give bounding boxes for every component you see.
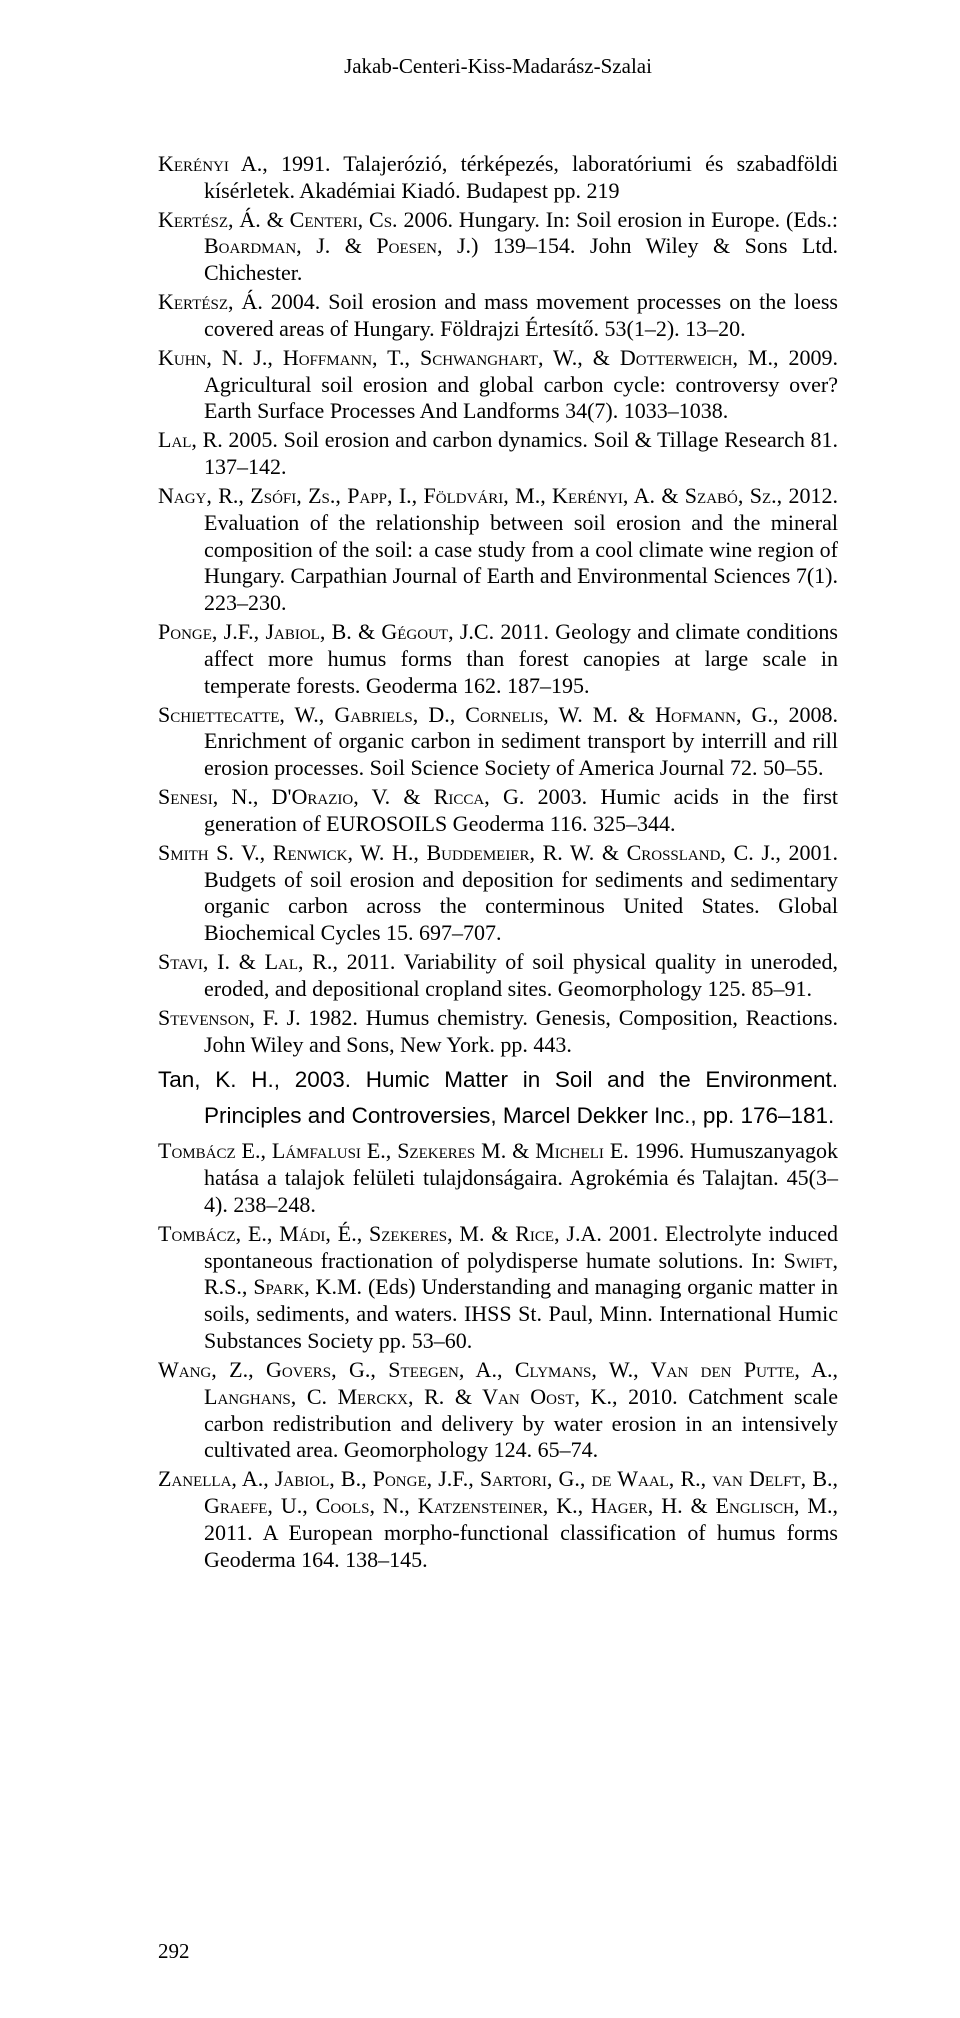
reference-authors: Lal, R. xyxy=(158,427,223,452)
reference-text: 2005. Soil erosion and carbon dynamics. … xyxy=(204,427,838,479)
reference-entry: Tan, K. H., 2003. Humic Matter in Soil a… xyxy=(158,1062,838,1134)
reference-entry: Tombácz, E., Mádi, É., Szekeres, M. & Ri… xyxy=(158,1221,838,1355)
reference-authors: Zanella, A., Jabiol, B., Ponge, J.F., Sa… xyxy=(158,1466,838,1518)
reference-text: , 2003. Humic Matter in Soil and the Env… xyxy=(204,1067,838,1128)
reference-entry: Kuhn, N. J., Hoffmann, T., Schwanghart, … xyxy=(158,345,838,425)
reference-entry: Senesi, N., D'Orazio, V. & Ricca, G. 200… xyxy=(158,784,838,838)
reference-authors: Tombácz, E., Mádi, É., Szekeres, M. & Ri… xyxy=(158,1221,602,1246)
reference-authors: Smith S. V., Renwick, W. H., Buddemeier,… xyxy=(158,840,775,865)
reference-authors: Schiettecatte, W., Gabriels, D., Corneli… xyxy=(158,702,773,727)
reference-authors: Stavi, I. & Lal, R. xyxy=(158,949,332,974)
reference-entry: Nagy, R., Zsófi, Zs., Papp, I., Földvári… xyxy=(158,483,838,617)
reference-authors: Tombácz E., Lámfalusi E., Szekeres M. & … xyxy=(158,1138,629,1163)
reference-authors: Kertész, Á. xyxy=(158,289,263,314)
page-number: 292 xyxy=(158,1939,190,1964)
reference-entry: Lal, R. 2005. Soil erosion and carbon dy… xyxy=(158,427,838,481)
reference-entry: Kertész, Á. & Centeri, Cs. 2006. Hungary… xyxy=(158,207,838,287)
reference-entry: Kerényi A., 1991. Talajerózió, térképezé… xyxy=(158,151,838,205)
reference-authors: Nagy, R., Zsófi, Zs., Papp, I., Földvári… xyxy=(158,483,777,508)
reference-authors-secondary: Boardman, J. & Poesen, J. xyxy=(204,233,471,258)
page: Jakab-Centeri-Kiss-Madarász-Szalai Kerén… xyxy=(0,0,960,2018)
reference-entry: Schiettecatte, W., Gabriels, D., Corneli… xyxy=(158,702,838,782)
reference-entry: Wang, Z., Govers, G., Steegen, A., Clyma… xyxy=(158,1357,838,1464)
reference-entry: Zanella, A., Jabiol, B., Ponge, J.F., Sa… xyxy=(158,1466,838,1573)
reference-entry: Ponge, J.F., Jabiol, B. & Gégout, J.C. 2… xyxy=(158,619,838,699)
reference-text: , 1991. Talajerózió, térképezés, laborat… xyxy=(204,151,838,203)
reference-entry: Stevenson, F. J. 1982. Humus chemistry. … xyxy=(158,1005,838,1059)
reference-authors: Stevenson, F. J. xyxy=(158,1005,301,1030)
reference-text: 2006. Hungary. In: Soil erosion in Europ… xyxy=(398,207,838,232)
reference-authors: Kerényi A. xyxy=(158,151,262,176)
reference-authors: Kuhn, N. J., Hoffmann, T., Schwanghart, … xyxy=(158,345,773,370)
reference-authors: Kertész, Á. & Centeri, Cs. xyxy=(158,207,398,232)
reference-text: 2004. Soil erosion and mass movement pro… xyxy=(204,289,838,341)
reference-authors: Senesi, N., D'Orazio, V. & Ricca, G. xyxy=(158,784,524,809)
reference-entry: Stavi, I. & Lal, R., 2011. Variability o… xyxy=(158,949,838,1003)
reference-entry: Kertész, Á. 2004. Soil erosion and mass … xyxy=(158,289,838,343)
reference-entry: Tombácz E., Lámfalusi E., Szekeres M. & … xyxy=(158,1138,838,1218)
running-head: Jakab-Centeri-Kiss-Madarász-Szalai xyxy=(158,54,838,79)
reference-authors: Ponge, J.F., Jabiol, B. & Gégout, J.C. xyxy=(158,619,494,644)
reference-entry: Smith S. V., Renwick, W. H., Buddemeier,… xyxy=(158,840,838,947)
references-block: Kerényi A., 1991. Talajerózió, térképezé… xyxy=(158,151,838,1574)
reference-authors: Tan, K. H. xyxy=(158,1067,274,1092)
